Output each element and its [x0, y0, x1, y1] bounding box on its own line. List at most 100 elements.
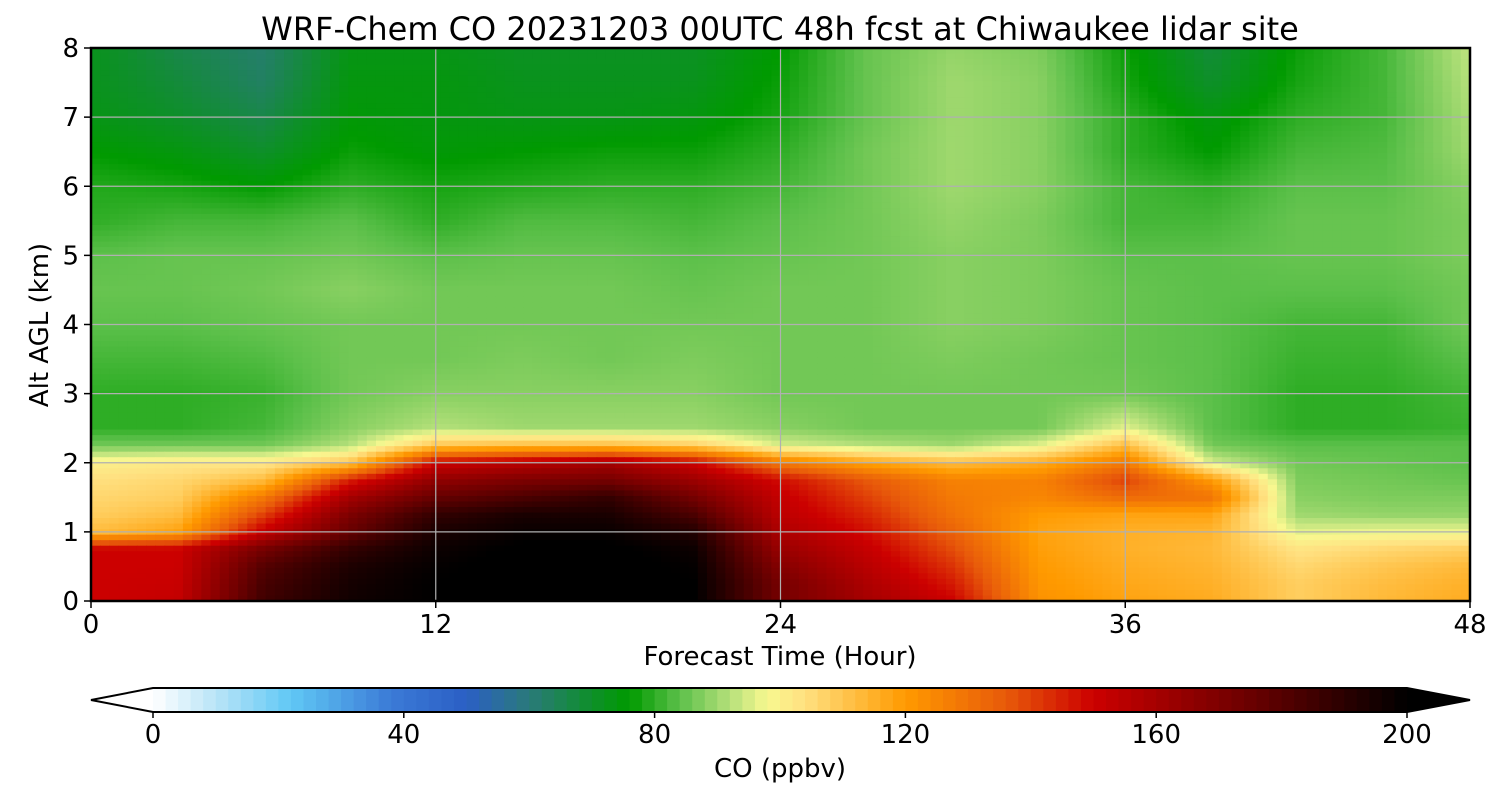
heatmap-cell	[339, 142, 350, 149]
heatmap-cell	[146, 175, 156, 182]
heatmap-cell	[743, 191, 754, 198]
heatmap-cell	[458, 202, 469, 209]
heatmap-cell	[357, 213, 368, 221]
heatmap-cell	[1240, 180, 1250, 187]
heatmap-cell	[615, 202, 625, 209]
heatmap-cell	[808, 119, 818, 127]
heatmap-cell	[247, 48, 258, 55]
heatmap-cell	[872, 142, 883, 149]
heatmap-cell	[789, 197, 800, 204]
heatmap-cell	[375, 92, 386, 99]
heatmap-cell	[1185, 119, 1195, 127]
heatmap-cell	[1221, 219, 1232, 226]
heatmap-cell	[808, 197, 818, 204]
heatmap-cell	[1286, 208, 1296, 215]
heatmap-cell	[798, 142, 809, 149]
heatmap-cell	[1083, 180, 1094, 187]
heatmap-cell	[918, 136, 929, 143]
heatmap-cell	[394, 92, 405, 99]
heatmap-cell	[559, 103, 570, 110]
heatmap-cell	[330, 119, 340, 127]
heatmap-cell	[1332, 147, 1342, 154]
heatmap-cell	[311, 64, 322, 71]
heatmap-cell	[1295, 75, 1306, 82]
heatmap-cell	[670, 169, 680, 176]
heatmap-cell	[927, 53, 938, 60]
heatmap-cell	[330, 197, 340, 204]
heatmap-cell	[173, 53, 184, 60]
heatmap-cell	[973, 92, 984, 99]
heatmap-cell	[1442, 48, 1453, 55]
heatmap-cell	[1037, 108, 1048, 115]
heatmap-cell	[127, 180, 138, 187]
heatmap-cell	[1240, 59, 1250, 66]
heatmap-cell	[201, 92, 212, 99]
heatmap-cell	[743, 158, 754, 165]
heatmap-cell	[164, 119, 175, 127]
heatmap-cell	[743, 125, 754, 132]
heatmap-cell	[1139, 70, 1149, 77]
heatmap-cell	[357, 191, 368, 198]
heatmap-cell	[366, 119, 377, 127]
heatmap-cell	[412, 86, 423, 93]
heatmap-cell	[964, 191, 975, 198]
heatmap-cell	[633, 202, 644, 209]
heatmap-cell	[1074, 103, 1085, 110]
heatmap-cell	[339, 92, 350, 99]
heatmap-cell	[605, 142, 616, 149]
heatmap-cell	[900, 213, 910, 221]
heatmap-cell	[1295, 158, 1306, 165]
heatmap-cell	[835, 186, 846, 193]
heatmap-cell	[219, 86, 230, 93]
heatmap-cell	[569, 97, 579, 104]
heatmap-cell	[688, 59, 699, 66]
heatmap-cell	[1139, 158, 1149, 165]
heatmap-cell	[1212, 213, 1223, 221]
heatmap-cell	[403, 191, 414, 198]
heatmap-cell	[495, 48, 506, 55]
heatmap-cell	[91, 164, 101, 171]
heatmap-cell	[1313, 180, 1324, 187]
heatmap-cell	[587, 224, 598, 232]
heatmap-cell	[412, 70, 423, 77]
heatmap-cell	[1267, 158, 1278, 165]
heatmap-cell	[219, 186, 230, 193]
heatmap-cell	[136, 219, 147, 226]
heatmap-cell	[955, 169, 965, 176]
heatmap-cell	[320, 213, 331, 221]
heatmap-cell	[660, 164, 671, 171]
heatmap-cell	[1148, 130, 1159, 138]
heatmap-cell	[945, 130, 956, 138]
heatmap-cell	[320, 75, 331, 82]
heatmap-cell	[330, 153, 340, 160]
heatmap-cell	[624, 119, 634, 127]
heatmap-cell	[385, 147, 395, 154]
heatmap-cell	[955, 202, 965, 209]
heatmap-cell	[109, 230, 120, 237]
heatmap-cell	[660, 119, 671, 127]
heatmap-cell	[633, 180, 644, 187]
heatmap-cell	[1350, 153, 1361, 160]
heatmap-cell	[900, 169, 910, 176]
heatmap-cell	[1276, 158, 1287, 165]
heatmap-cell	[578, 197, 589, 204]
heatmap-cell	[762, 147, 772, 154]
heatmap-cell	[587, 70, 598, 77]
heatmap-cell	[624, 208, 634, 215]
heatmap-cell	[311, 153, 322, 160]
heatmap-cell	[697, 186, 708, 193]
heatmap-cell	[844, 180, 855, 187]
heatmap-cell	[375, 164, 386, 171]
heatmap-cell	[817, 197, 828, 204]
heatmap-cell	[320, 230, 331, 237]
heatmap-cell	[1083, 169, 1094, 176]
heatmap-cell	[348, 48, 359, 55]
heatmap-cell	[743, 97, 754, 104]
heatmap-cell	[872, 197, 883, 204]
heatmap-cell	[1037, 186, 1048, 193]
heatmap-cell	[1230, 136, 1241, 143]
heatmap-cell	[1295, 125, 1306, 132]
heatmap-cell	[311, 103, 322, 110]
heatmap-cell	[1157, 175, 1168, 182]
